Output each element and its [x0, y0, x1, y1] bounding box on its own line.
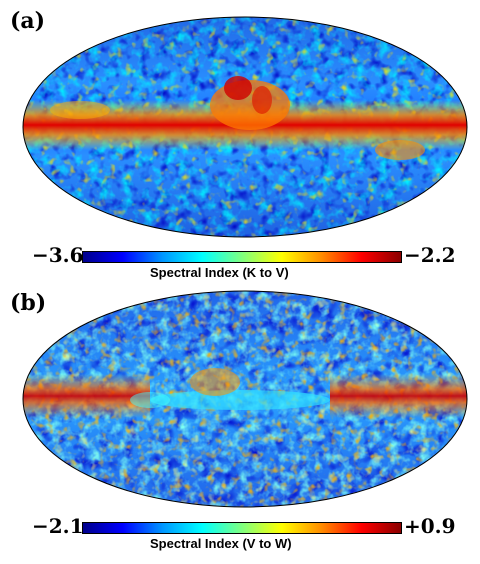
- colorbar-b-gradient: [82, 522, 402, 534]
- colorbar-a-title: Spectral Index (K to V): [150, 265, 289, 280]
- sky-map-b: [22, 290, 468, 508]
- colorbar-a-gradient: [82, 251, 402, 263]
- colorbar-b-max: +0.9: [404, 514, 456, 538]
- colorbar-a-max: −2.2: [404, 243, 456, 267]
- colorbar-a-min: −3.6: [32, 243, 84, 267]
- panel-b-label: (b): [10, 290, 47, 316]
- colorbar-b: −2.1 +0.9 Spectral Index (V to W): [0, 512, 480, 552]
- sky-map-a: [22, 16, 468, 238]
- colorbar-b-min: −2.1: [32, 514, 84, 538]
- panel-a-label: (a): [10, 8, 46, 34]
- colorbar-a: −3.6 −2.2 Spectral Index (K to V): [0, 241, 480, 281]
- colorbar-b-title: Spectral Index (V to W): [150, 536, 292, 551]
